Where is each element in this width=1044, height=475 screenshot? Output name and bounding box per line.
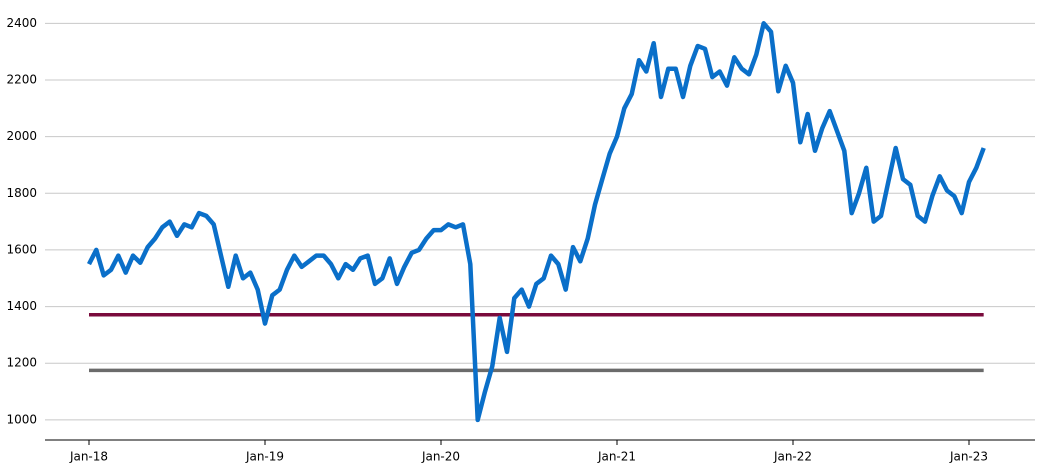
y-tick-label: 2200 (6, 72, 37, 86)
y-tick-label: 1600 (6, 242, 37, 256)
y-tick-label: 2000 (6, 129, 37, 143)
y-tick-label: 1800 (6, 186, 37, 200)
data-line (86, 21, 986, 423)
y-tick-label: 2400 (6, 16, 37, 30)
x-tick-label: Jan-23 (949, 450, 988, 464)
x-tick-label: Jan-19 (245, 450, 284, 464)
x-tick-label: Jan-22 (773, 450, 812, 464)
x-tick-label: Jan-20 (421, 450, 460, 464)
y-tick-label: 1400 (6, 299, 37, 313)
x-tick-label: Jan-21 (597, 450, 636, 464)
y-tick-label: 1000 (6, 412, 37, 426)
x-tick-label: Jan-18 (69, 450, 108, 464)
y-tick-label: 1200 (6, 356, 37, 370)
